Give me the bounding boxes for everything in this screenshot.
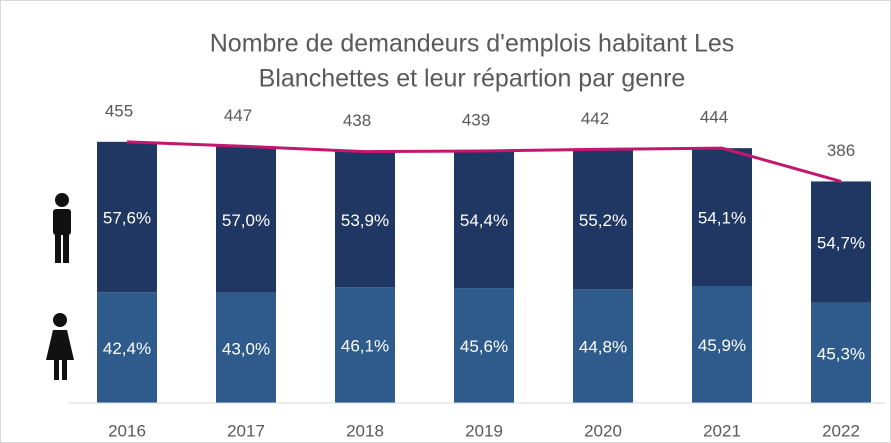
data-label: 53,9%: [341, 211, 389, 230]
data-label: 45,9%: [698, 336, 746, 355]
data-label: 46,1%: [341, 337, 389, 356]
total-label: 438: [343, 111, 371, 130]
x-tick-label: 2018: [346, 421, 384, 440]
x-tick-label: 2019: [465, 421, 503, 440]
bar-segment: [811, 302, 871, 403]
bar-segment: [573, 149, 633, 290]
chart-title: Blanchettes et leur répartion par genre: [259, 65, 686, 93]
total-label: 447: [224, 106, 252, 125]
data-label: 42,4%: [103, 339, 151, 358]
total-label: 444: [700, 108, 728, 127]
data-label: 44,8%: [579, 338, 627, 357]
bar-segment: [811, 181, 871, 303]
x-tick-label: 2017: [227, 421, 265, 440]
chart-title: Nombre de demandeurs d'emplois habitant …: [210, 30, 735, 58]
bar-segment: [335, 151, 395, 288]
bar-segment: [97, 141, 157, 293]
bar-segment: [454, 151, 514, 289]
bar-segment: [335, 287, 395, 403]
bar-segment: [692, 286, 752, 403]
x-tick-label: 2016: [108, 421, 146, 440]
data-label: 43,0%: [222, 339, 270, 358]
data-label: 45,3%: [817, 344, 865, 363]
data-label: 57,0%: [222, 211, 270, 230]
total-label: 439: [462, 110, 490, 129]
bar-segment: [454, 288, 514, 403]
total-label: 442: [581, 109, 609, 128]
x-tick-label: 2020: [584, 421, 622, 440]
bar-segment: [692, 148, 752, 287]
bar-segment: [573, 289, 633, 403]
bar-segment: [216, 292, 276, 403]
man-icon: [53, 193, 71, 263]
total-label: 386: [827, 141, 855, 160]
bar-segment: [97, 292, 157, 403]
total-label: 455: [105, 101, 133, 120]
data-label: 54,1%: [698, 209, 746, 228]
data-label: 57,6%: [103, 209, 151, 228]
data-label: 54,4%: [460, 211, 508, 230]
woman-icon: [46, 313, 74, 380]
total-line: [126, 140, 842, 183]
bar-segment: [216, 146, 276, 293]
x-tick-label: 2022: [822, 421, 860, 440]
x-tick-label: 2021: [703, 421, 741, 440]
data-label: 55,2%: [579, 211, 627, 230]
data-label: 54,7%: [817, 234, 865, 253]
data-label: 45,6%: [460, 337, 508, 356]
